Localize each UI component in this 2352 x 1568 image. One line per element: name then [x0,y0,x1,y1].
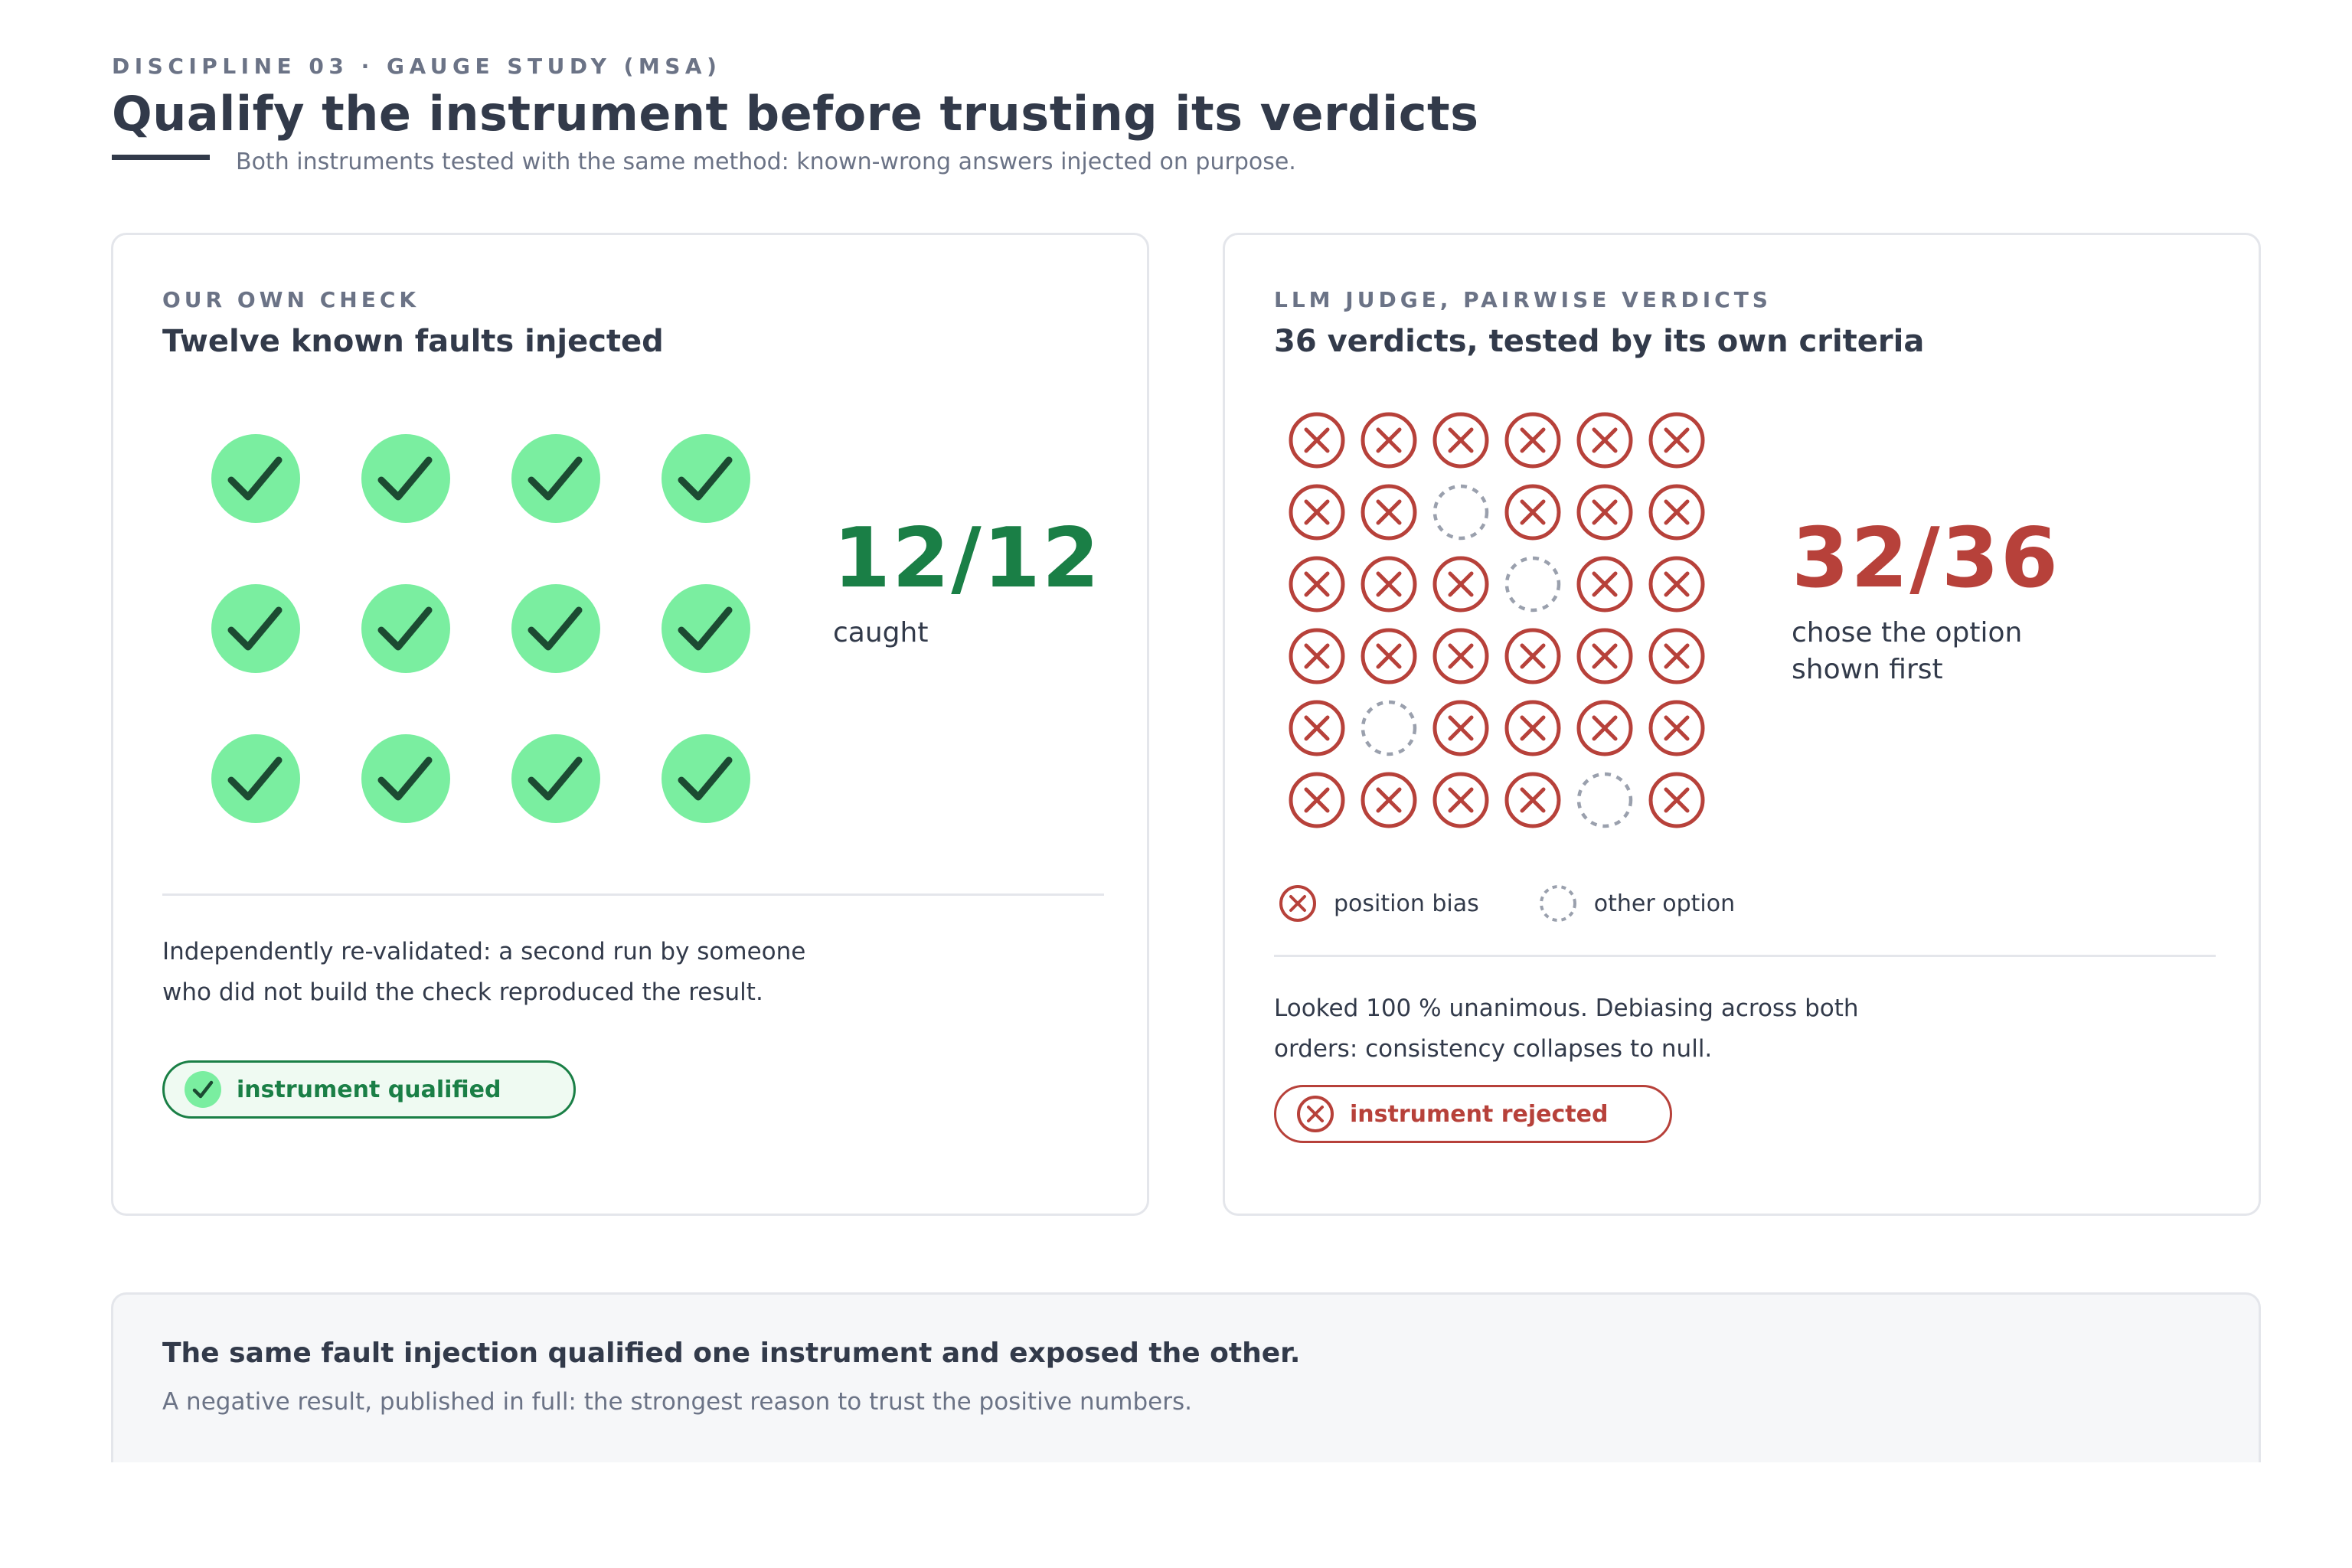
check-circle-icon [511,434,600,526]
x-circle-icon [1646,769,1707,834]
conclusion-box: The same fault injection qualified one i… [111,1292,2261,1462]
revalidation-text: Independently re-validated: a second run… [162,932,897,1013]
x-circle-icon [1430,626,1491,690]
conclusion-subtitle: A negative result, published in full: th… [162,1388,1192,1416]
page-title: Qualify the instrument before trusting i… [112,86,1479,142]
card-divider [162,893,1104,896]
qualified-badge: instrument qualified [162,1060,576,1119]
card-heading: 36 verdicts, tested by its own criteria [1274,324,1925,359]
card-label: OUR OWN CHECK [162,287,420,312]
dashed-circle-icon [1574,769,1635,834]
x-circle-icon [1502,626,1563,690]
bias-caption: chose the option shown first [1792,617,2023,685]
debias-line-1: Looked 100 % unanimous. Debiasing across… [1274,995,1859,1022]
legend-item-other: other option [1539,884,1735,923]
x-circle-icon [1430,410,1491,474]
x-circle-icon [1502,482,1563,546]
check-circle-icon [361,434,450,526]
check-circle-icon [662,584,750,676]
legend-item-bias: position bias [1279,884,1479,923]
x-circle-icon [1646,554,1707,618]
x-circle-icon [1574,626,1635,690]
x-circle-icon [1430,554,1491,618]
caught-caption: caught [833,617,929,648]
card-divider [1274,955,2216,957]
legend: position bias other option [1279,884,1795,923]
dashed-circle-icon [1502,554,1563,618]
check-circle-icon [511,584,600,676]
rejected-badge-label: instrument rejected [1350,1100,1609,1128]
revalidation-line-1: Independently re-validated: a second run… [162,938,806,965]
x-circle-icon [1430,769,1491,834]
x-circle-icon [1574,410,1635,474]
x-circle-icon [1646,626,1707,690]
x-circle-icon [1646,697,1707,762]
x-circle-icon [1574,482,1635,546]
debias-text: Looked 100 % unanimous. Debiasing across… [1274,988,2009,1070]
x-circle-icon [1646,410,1707,474]
check-circle-icon [361,734,450,826]
x-circle-icon [1296,1095,1334,1133]
caught-score: 12/12 [833,511,1102,606]
x-circle-icon [1286,482,1348,546]
x-circle-icon [1286,554,1348,618]
page-subtitle: Both instruments tested with the same me… [236,149,1296,175]
check-circle-icon [662,434,750,526]
x-circle-icon [1358,410,1419,474]
conclusion-title: The same fault injection qualified one i… [162,1338,1301,1369]
x-circle-icon [1286,626,1348,690]
check-circle-icon [211,584,300,676]
x-circle-icon [1358,769,1419,834]
x-circle-icon [1286,697,1348,762]
dashed-circle-icon [1430,482,1491,546]
bias-score: 32/36 [1792,511,2060,606]
legend-other-label: other option [1593,890,1736,917]
x-circle-icon [1574,697,1635,762]
x-circle-icon [1286,769,1348,834]
x-circle-icon [1358,626,1419,690]
card-heading: Twelve known faults injected [162,324,664,359]
x-circle-icon [1430,697,1491,762]
revalidation-line-2: who did not build the check reproduced t… [162,978,763,1006]
x-circle-icon [1646,482,1707,546]
eyebrow: DISCIPLINE 03 · GAUGE STUDY (MSA) [112,54,722,79]
check-circle-icon [511,734,600,826]
x-circle-icon [1279,885,1316,922]
debias-line-2: orders: consistency collapses to null. [1274,1035,1713,1063]
check-circle-icon [662,734,750,826]
qualified-badge-label: instrument qualified [237,1076,501,1103]
check-circle-icon [361,584,450,676]
verdict-grid [1286,410,1715,838]
x-circle-icon [1358,554,1419,618]
fault-check-grid [211,434,756,823]
x-circle-icon [1502,410,1563,474]
x-circle-icon [1574,554,1635,618]
own-check-card: OUR OWN CHECK Twelve known faults inject… [111,233,1149,1216]
dashed-circle-icon [1358,697,1419,762]
legend-bias-label: position bias [1334,890,1479,917]
x-circle-icon [1502,769,1563,834]
x-circle-icon [1358,482,1419,546]
title-underline [112,155,210,160]
x-circle-icon [1502,697,1563,762]
card-label: LLM JUDGE, PAIRWISE VERDICTS [1274,287,1772,312]
check-circle-icon [211,434,300,526]
rejected-badge: instrument rejected [1274,1085,1672,1143]
llm-judge-card: LLM JUDGE, PAIRWISE VERDICTS 36 verdicts… [1223,233,2261,1216]
check-circle-icon [185,1071,221,1108]
check-circle-icon [211,734,300,826]
dashed-circle-icon [1539,885,1576,922]
x-circle-icon [1286,410,1348,474]
